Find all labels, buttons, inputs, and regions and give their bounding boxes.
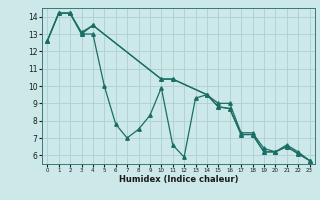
X-axis label: Humidex (Indice chaleur): Humidex (Indice chaleur) (119, 175, 238, 184)
